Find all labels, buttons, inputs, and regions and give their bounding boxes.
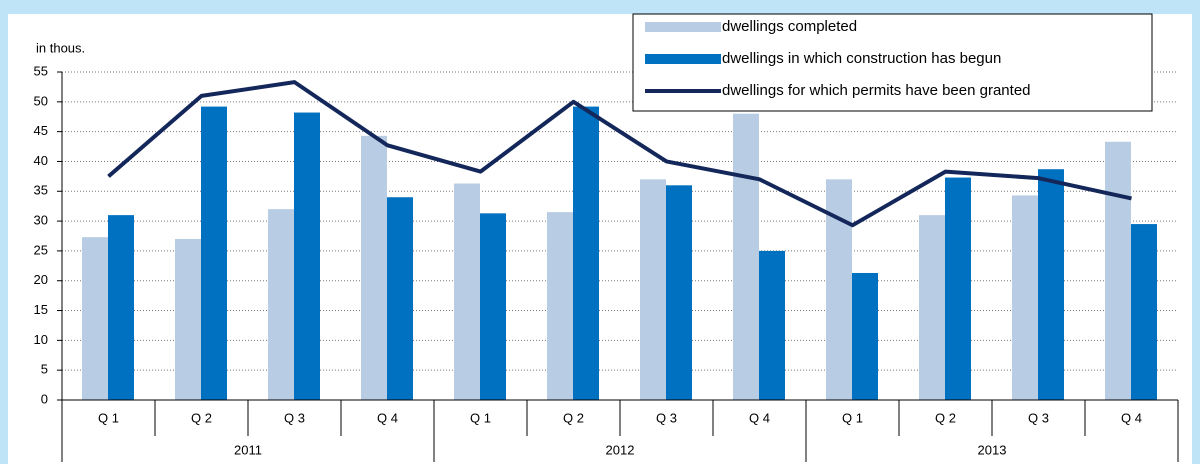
bar bbox=[108, 215, 134, 400]
bar bbox=[201, 106, 227, 401]
x-tick-label: Q 1 bbox=[842, 410, 863, 425]
bar bbox=[733, 113, 759, 400]
bar bbox=[547, 212, 573, 400]
y-tick-label: 25 bbox=[34, 242, 48, 257]
year-label: 2013 bbox=[978, 442, 1007, 457]
y-tick-label: 55 bbox=[34, 63, 48, 78]
x-tick-label: Q 2 bbox=[935, 410, 956, 425]
year-label: 2011 bbox=[234, 442, 262, 457]
y-tick-label: 20 bbox=[34, 272, 48, 287]
x-tick-label: Q 4 bbox=[1121, 410, 1142, 425]
x-tick-label: Q 2 bbox=[191, 410, 212, 425]
legend-swatch bbox=[645, 54, 721, 64]
y-tick-label: 45 bbox=[34, 123, 48, 138]
y-tick-label: 15 bbox=[34, 302, 48, 317]
y-tick-label: 35 bbox=[34, 183, 48, 198]
y-tick-label: 0 bbox=[41, 391, 48, 406]
bar bbox=[759, 250, 785, 400]
bar bbox=[640, 179, 666, 400]
bar bbox=[82, 237, 108, 400]
bar bbox=[454, 183, 480, 400]
y-axis-label: in thous. bbox=[36, 40, 85, 55]
x-tick-label: Q 4 bbox=[377, 410, 398, 425]
legend-label: dwellings in which construction has begu… bbox=[722, 50, 1001, 67]
x-tick-label: Q 1 bbox=[98, 410, 119, 425]
bar bbox=[294, 112, 320, 400]
legend-label: dwellings for which permits have been gr… bbox=[722, 82, 1031, 99]
year-label: 2012 bbox=[606, 442, 635, 457]
bar bbox=[1012, 195, 1038, 400]
x-tick-label: Q 3 bbox=[656, 410, 677, 425]
x-tick-label: Q 4 bbox=[749, 410, 770, 425]
bar bbox=[919, 215, 945, 400]
y-tick-label: 30 bbox=[34, 213, 48, 228]
bar bbox=[1105, 141, 1131, 401]
y-tick-label: 40 bbox=[34, 153, 48, 168]
bar bbox=[387, 197, 413, 400]
bar bbox=[480, 213, 506, 400]
y-tick-label: 5 bbox=[41, 362, 48, 377]
x-tick-label: Q 1 bbox=[470, 410, 491, 425]
bar bbox=[175, 238, 201, 400]
y-tick-label: 10 bbox=[34, 332, 48, 347]
bar bbox=[1131, 224, 1157, 400]
bar bbox=[945, 177, 971, 400]
bar bbox=[268, 209, 294, 400]
bar bbox=[852, 272, 878, 400]
bar bbox=[361, 135, 387, 400]
legend-label: dwellings completed bbox=[722, 18, 857, 35]
x-tick-label: Q 2 bbox=[563, 410, 584, 425]
bar bbox=[573, 106, 599, 401]
bar bbox=[666, 185, 692, 400]
legend-swatch bbox=[645, 22, 721, 32]
line-series bbox=[107, 80, 1132, 228]
x-tick-label: Q 3 bbox=[284, 410, 305, 425]
bar bbox=[1038, 169, 1064, 400]
x-tick-label: Q 3 bbox=[1028, 410, 1049, 425]
y-tick-label: 50 bbox=[34, 93, 48, 108]
